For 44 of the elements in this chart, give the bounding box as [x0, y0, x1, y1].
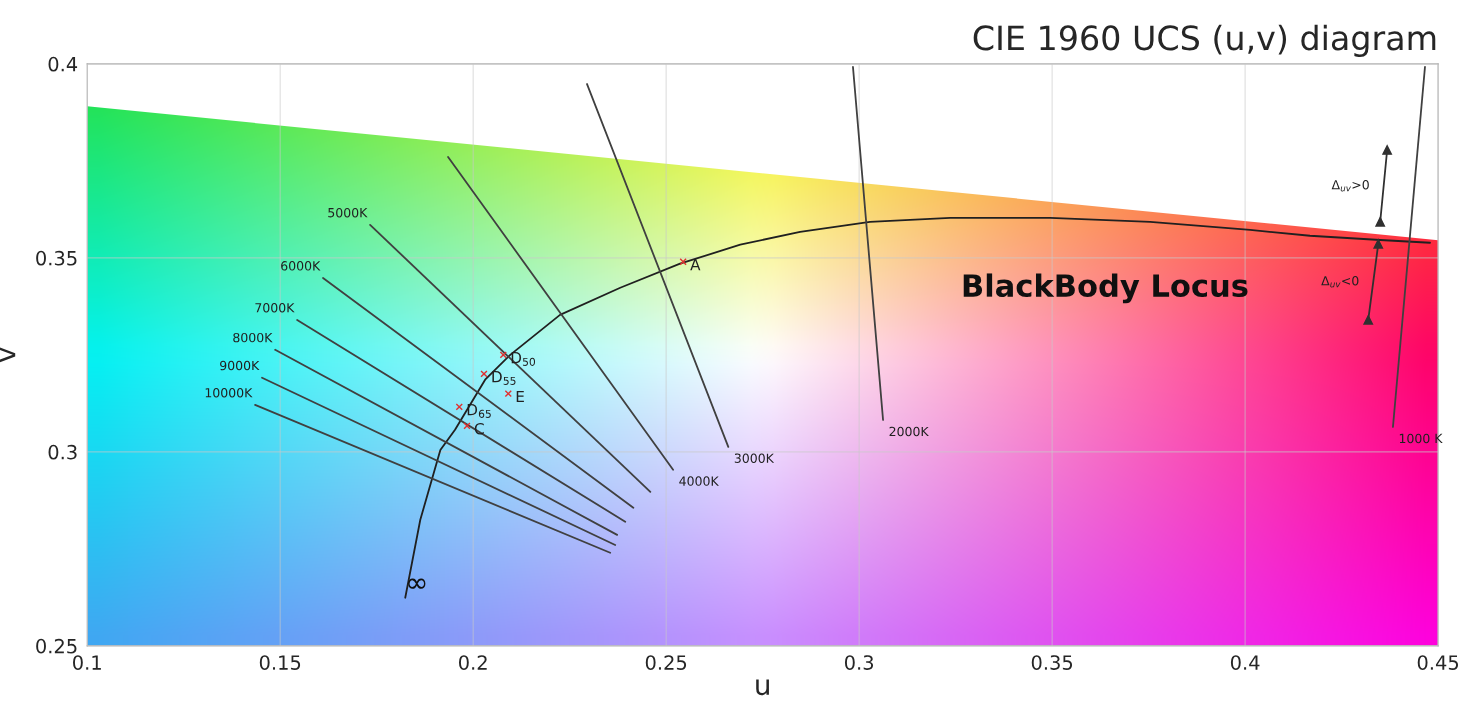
point [480, 370, 488, 378]
y-tick-label: 0.4 [48, 56, 78, 72]
series-label: 5000K [328, 207, 368, 218]
annotation: BlackBody Locus [963, 273, 1248, 304]
line-series [404, 217, 1431, 599]
x-tick-label: 0.45 [1417, 655, 1459, 670]
series-label: D$_{55}$ [492, 371, 516, 385]
point [1373, 239, 1384, 249]
series-label: Δ$_{uv}$>0 [1331, 179, 1369, 192]
x-tick-label: 0.4 [1230, 655, 1260, 670]
point [679, 258, 687, 266]
chart-title: CIE 1960 UCS (u,v) diagram [973, 24, 1436, 57]
series-label: 7000K [255, 303, 295, 313]
x-tick-label: 0.25 [645, 655, 687, 670]
x-axis-title: u [756, 679, 769, 696]
series-label: 2000K [889, 426, 929, 437]
series-label: 8000K [233, 332, 273, 343]
series-label: 9000K [220, 360, 260, 371]
point [463, 422, 471, 430]
y-tick-label: 0.3 [48, 444, 77, 460]
x-tick-label: 0.35 [1031, 655, 1073, 670]
point [504, 390, 512, 398]
x-tick-label: 0.3 [844, 655, 874, 670]
y-tick-label: 0.35 [36, 250, 77, 266]
y-tick-label: 0.25 [36, 638, 77, 654]
series-label: 4000K [679, 476, 719, 486]
point [1375, 216, 1386, 227]
x-tick-label: 0.2 [458, 655, 487, 670]
x-tick-label: 0.1 [73, 655, 101, 670]
series-label: A [690, 258, 701, 271]
series-label: D$_{50}$ [511, 352, 536, 366]
series-label: 3000K [734, 453, 775, 463]
series-label: 10000K [205, 387, 253, 398]
point [1382, 145, 1393, 155]
y-axis-title: v [0, 347, 16, 363]
point [499, 351, 507, 359]
series-label: Δ$_{uv}$<0 [1321, 276, 1359, 288]
series-label: 6000K [281, 261, 321, 271]
series-label: E [516, 390, 524, 403]
point [455, 403, 463, 411]
x-tick-label: 0.15 [259, 655, 301, 670]
series-label: C [474, 422, 484, 435]
annotation: ∞ [408, 578, 426, 589]
point [1363, 315, 1374, 325]
